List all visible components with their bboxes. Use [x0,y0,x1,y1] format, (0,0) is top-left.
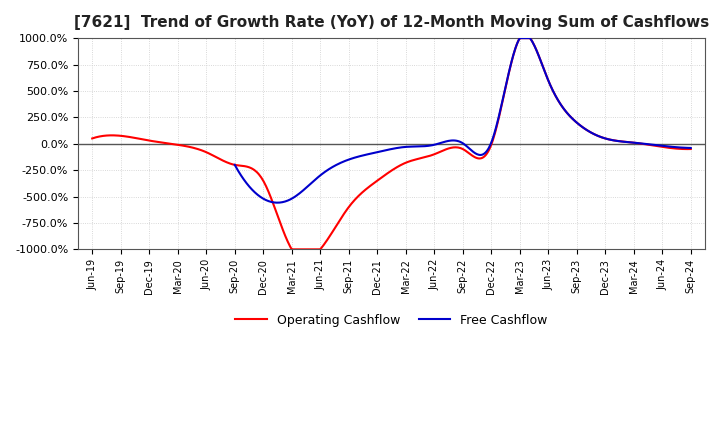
Operating Cashflow [581,126,590,132]
Operating Cashflow [377,175,386,180]
Line: Operating Cashflow: Operating Cashflow [92,38,690,249]
Free Cashflow [274,200,282,205]
Operating Cashflow [446,146,454,151]
Operating Cashflow [686,147,695,152]
Operating Cashflow [413,157,422,162]
Free Cashflow [606,137,615,143]
Operating Cashflow [88,136,96,141]
Free Cashflow [448,138,456,143]
Line: Free Cashflow: Free Cashflow [235,38,690,203]
Legend: Operating Cashflow, Free Cashflow: Operating Cashflow, Free Cashflow [230,309,552,332]
Free Cashflow [516,36,524,41]
Operating Cashflow [288,247,297,252]
Free Cashflow [503,77,511,83]
Operating Cashflow [675,146,683,151]
Operating Cashflow [516,36,525,41]
Free Cashflow [686,145,695,150]
Free Cashflow [451,138,459,143]
Free Cashflow [678,145,686,150]
Free Cashflow [230,162,239,168]
Title: [7621]  Trend of Growth Rate (YoY) of 12-Month Moving Sum of Cashflows: [7621] Trend of Growth Rate (YoY) of 12-… [74,15,709,30]
Operating Cashflow [374,178,382,183]
Free Cashflow [478,152,487,157]
